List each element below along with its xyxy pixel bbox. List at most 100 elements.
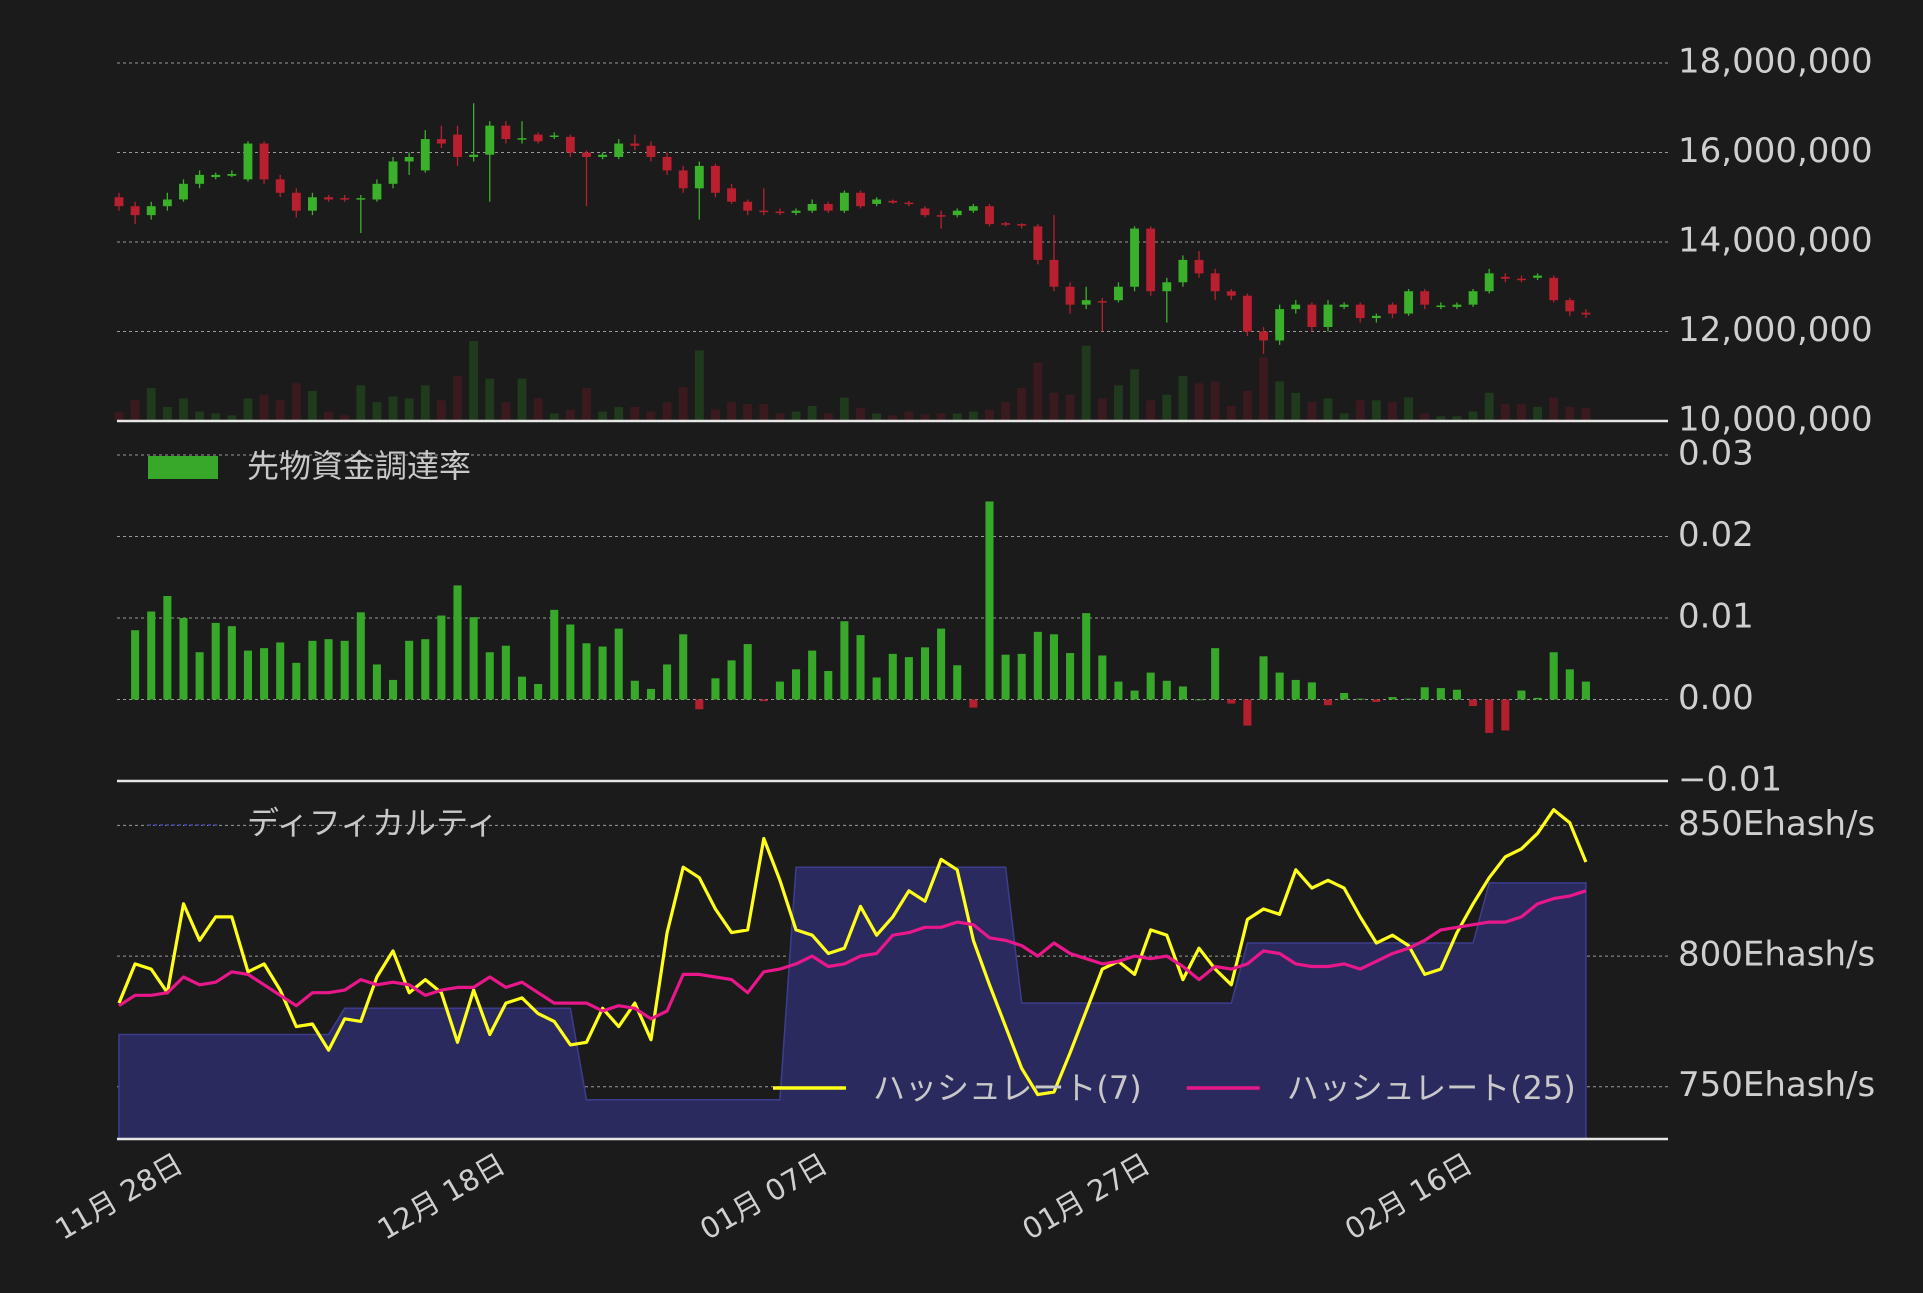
candle-body [1371,315,1381,319]
candle-body [968,206,978,211]
candle-body [114,197,124,207]
volume-bar [1065,394,1075,421]
volume-bar [259,394,269,421]
volume-bar [1581,407,1591,421]
bar [469,617,478,700]
bar [1275,672,1284,700]
candle-body [243,143,253,180]
candle-body [1565,300,1575,312]
volume-bar [1484,392,1494,421]
bar [792,669,801,700]
candle-body [839,192,849,211]
candle-body [565,136,575,153]
y-tick-label: 12,000,000 [1678,310,1873,350]
bar [1017,653,1026,700]
bar [1549,652,1558,700]
candle-body [308,197,317,211]
y-tick-label: 16,000,000 [1678,131,1873,171]
volume-bar [1114,385,1123,421]
volume-bar [1565,406,1575,421]
bar [405,640,414,700]
bar [276,642,285,700]
volume-bar [1178,375,1188,421]
volume-bar [856,407,865,421]
line [117,808,1588,1097]
candle-body [1065,286,1075,305]
volume-bar [549,413,559,421]
candle-body [791,210,801,213]
volume-bar [662,402,672,421]
bar [1114,681,1123,700]
bar [1501,699,1510,731]
candle-body [356,198,366,200]
bar [1404,698,1413,700]
volume-bar [291,383,301,421]
candle-body [1210,273,1220,292]
candle-body [1355,304,1365,319]
volume-bar [1275,381,1285,421]
candle-body [388,161,398,184]
candle-body [985,206,994,225]
bar [904,657,913,700]
candle-body [598,154,608,157]
candle-body [453,134,462,157]
candle-body [662,156,672,171]
candle-body [1339,304,1349,307]
bar [1323,699,1333,706]
bar [920,647,930,700]
y-tick-label: 0.01 [1678,597,1754,637]
candle-body [1581,312,1591,315]
candle-body [1452,304,1462,307]
candle-body [485,125,495,155]
volume-bar [775,413,785,421]
bar [437,615,446,700]
legend-label: 先物資金調達率 [247,447,471,485]
volume-bar [211,413,221,421]
volume-bar [614,406,624,421]
bar [582,643,591,700]
bar [743,644,752,700]
volume-bar [1226,405,1236,421]
bar [1469,699,1478,707]
bar [888,653,897,700]
bar [775,681,784,700]
candle-body [1420,291,1430,305]
candle-body [501,125,511,140]
volume-bar [630,406,640,421]
volume-bar [436,400,446,421]
volume-bar [807,405,817,421]
candle-body [759,210,769,213]
candle-body [533,134,543,142]
bar [727,660,736,700]
candle-body [1097,301,1107,303]
bar [1259,656,1268,700]
candle-body [340,198,350,200]
volume-bar [678,387,688,421]
candle-body [211,174,221,178]
y-tick-label: 750Ehash/s [1678,1065,1875,1105]
bar [131,630,140,700]
bar [292,662,301,700]
candle-body [694,165,704,189]
candle-body [1275,309,1285,341]
bar [501,645,510,700]
candle-body [469,154,479,157]
bar [308,640,317,700]
bar [630,680,639,700]
bar [1356,698,1365,700]
volume-bar [1404,397,1414,421]
candle-body [678,170,688,189]
y-tick-label: 850Ehash/s [1678,804,1875,844]
bar [1098,655,1107,700]
bar [614,628,623,700]
bar [534,684,543,700]
volume-bar [1388,402,1397,421]
volume-bar [1452,416,1462,421]
y-tick-label: 800Ehash/s [1678,935,1875,975]
candle-body [146,206,156,216]
volume-bar [1517,404,1526,421]
bar [1033,631,1042,700]
volume-bar [1146,400,1156,421]
volume-bar [1533,406,1542,421]
